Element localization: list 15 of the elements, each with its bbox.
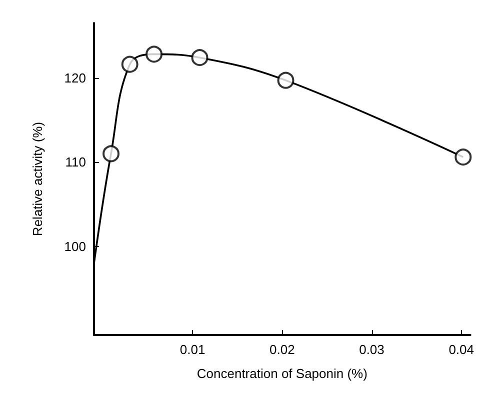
x-tick-label: 0.04 (448, 342, 474, 357)
point (277, 72, 294, 89)
x-axis-title: Concentration of Saponin (%) (196, 366, 368, 381)
y-axis-title: Relative activity (%) (30, 122, 45, 236)
point (146, 46, 163, 63)
x-tick-label: 0.03 (359, 342, 384, 357)
point (454, 148, 472, 166)
y-tick-label: 120 (64, 70, 86, 86)
x-tick-label: 0.01 (180, 342, 206, 357)
y-tick-label: 100 (64, 238, 86, 254)
point (102, 145, 120, 162)
point (121, 56, 138, 73)
y-tick-label: 110 (65, 154, 86, 170)
x-tick-label: 0.02 (270, 342, 295, 357)
point (191, 49, 208, 66)
